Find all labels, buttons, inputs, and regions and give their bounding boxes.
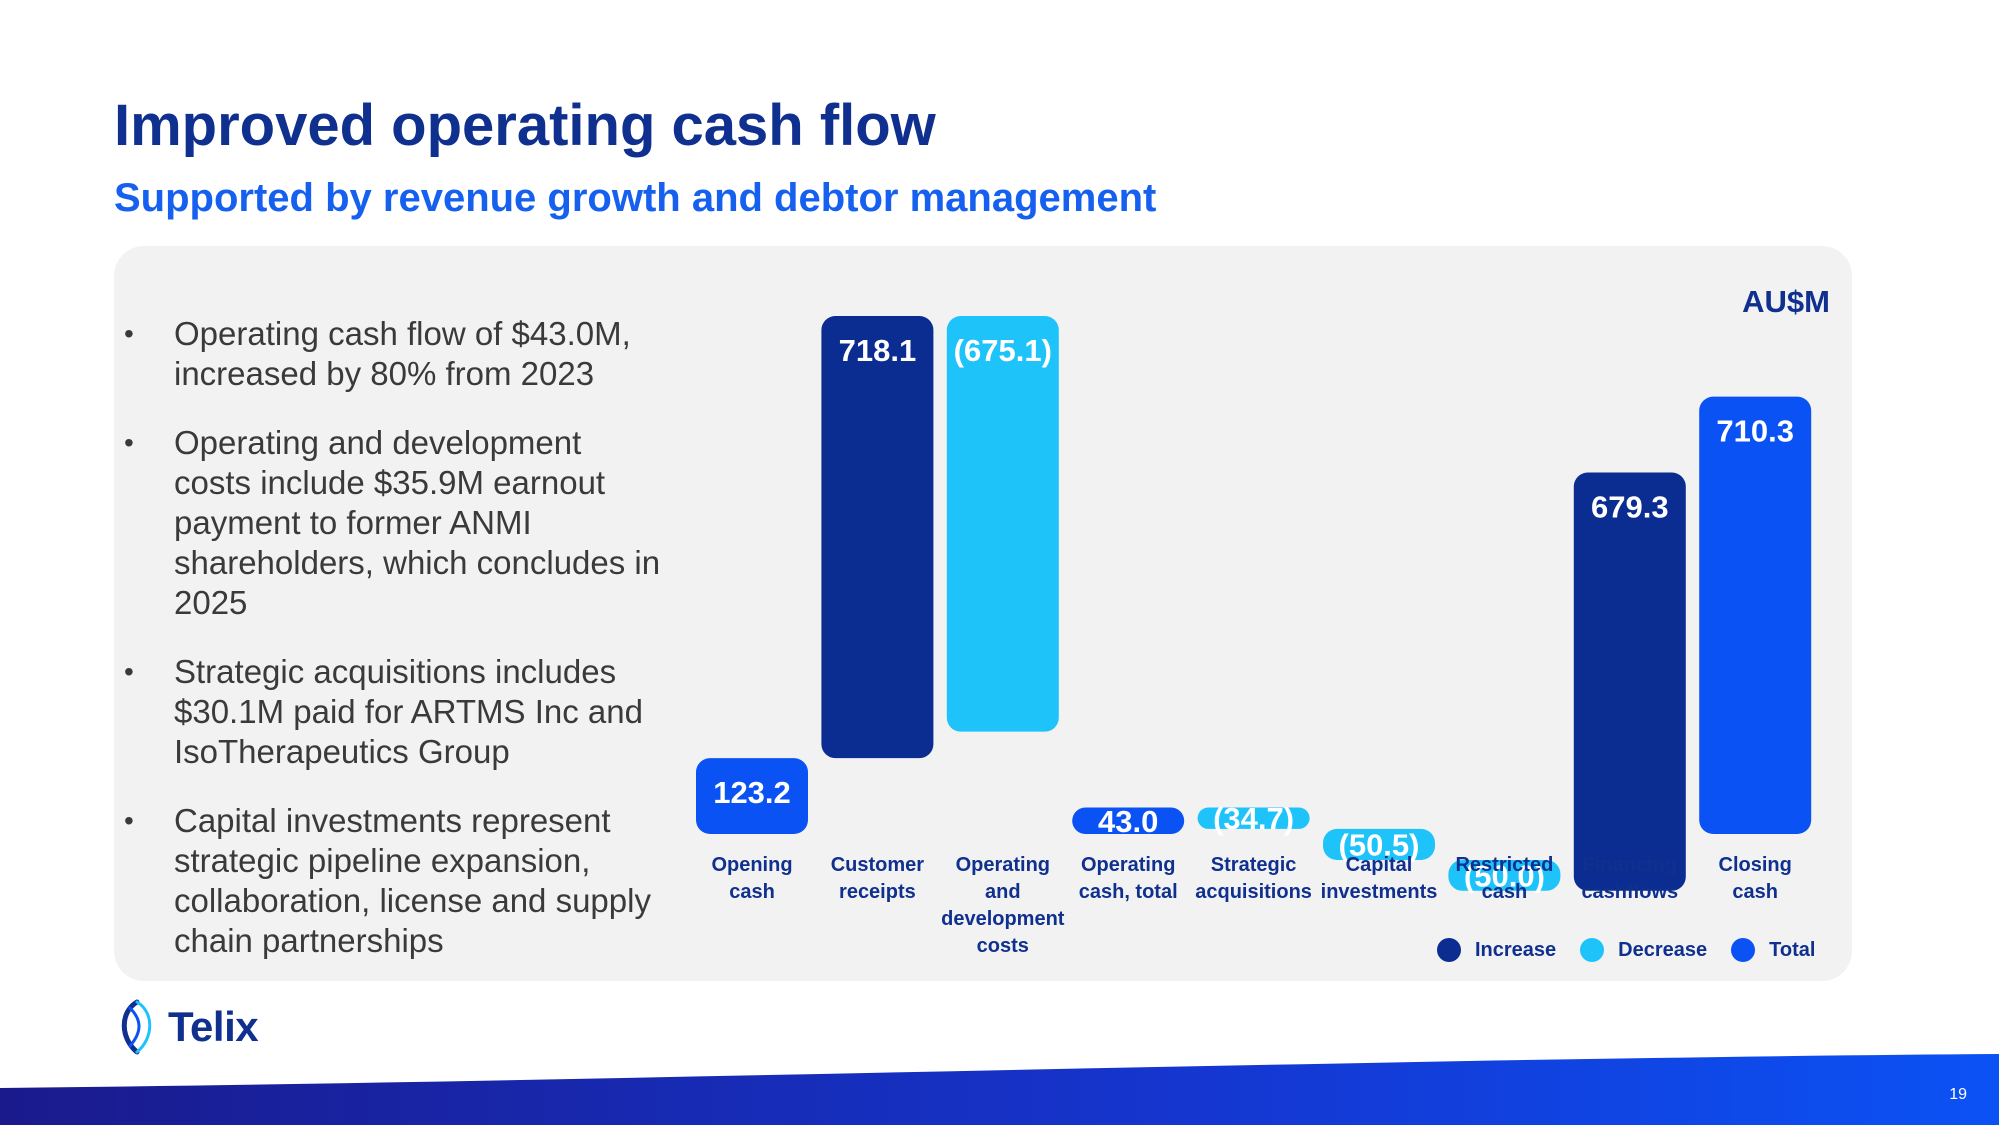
data-label-3: 43.0 — [1098, 804, 1158, 839]
bullet-dot: • — [124, 656, 134, 687]
axis-label-5: investments — [1321, 881, 1438, 903]
axis-label-0: Opening — [711, 854, 792, 876]
axis-label-1: receipts — [839, 881, 916, 903]
axis-label-3: cash, total — [1079, 881, 1178, 903]
bar-2 — [946, 316, 1059, 732]
telix-logo: Telix — [112, 998, 259, 1056]
bullet-dot: • — [124, 318, 134, 349]
axis-label-4: acquisitions — [1195, 881, 1312, 903]
bullet-text: Operating cash flow of $43.0M, increased… — [174, 315, 631, 392]
data-label-8: 710.3 — [1716, 414, 1794, 449]
axis-label-3: Operating — [1081, 854, 1175, 876]
page-subtitle: Supported by revenue growth and debtor m… — [114, 176, 1157, 220]
data-label-5: (50.5) — [1339, 827, 1420, 862]
helix-icon — [121, 999, 152, 1055]
bullet-text: Operating and development costs include … — [174, 424, 661, 621]
axis-label-6: Restricted — [1455, 854, 1553, 876]
legend-label-decrease: Decrease — [1618, 938, 1708, 961]
legend-swatch-decrease — [1580, 938, 1605, 962]
bullet-item: • Operating and development costs include… — [124, 423, 664, 623]
axis-label-2: costs — [977, 935, 1029, 957]
bullet-text: Capital investments represent strategic … — [174, 802, 651, 959]
legend-item-total: Total — [1731, 938, 1815, 962]
data-label-6: (50.0) — [1464, 858, 1545, 893]
footer-wave — [0, 1054, 1999, 1125]
legend-swatch-total — [1731, 938, 1756, 962]
bar-0 — [696, 758, 808, 834]
chart-legend: Increase Decrease Total — [1437, 938, 1815, 962]
legend-label-total: Total — [1769, 938, 1816, 961]
bar-5 — [1323, 828, 1435, 860]
axis-label-2: and — [985, 881, 1021, 903]
bullet-dot: • — [124, 427, 134, 458]
data-label-7: 679.3 — [1591, 490, 1669, 525]
legend-item-decrease: Decrease — [1580, 938, 1707, 962]
unit-label: AU$M — [1742, 284, 1830, 319]
axis-label-8: Closing — [1719, 854, 1792, 876]
bar-8 — [1699, 396, 1812, 834]
legend-item-increase: Increase — [1437, 938, 1556, 962]
page-title: Improved operating cash flow — [114, 93, 936, 158]
bullet-text: Strategic acquisitions includes $30.1M p… — [174, 653, 643, 770]
axis-label-1: Customer — [831, 854, 925, 876]
legend-swatch-increase — [1437, 938, 1461, 962]
axis-label-5: Capital — [1346, 854, 1413, 876]
data-label-0: 123.2 — [713, 775, 791, 810]
legend-label-increase: Increase — [1475, 938, 1557, 961]
data-label-2: (675.1) — [954, 333, 1052, 368]
axis-label-2: Operating — [956, 854, 1050, 876]
bar-3 — [1072, 807, 1185, 834]
bar-4 — [1197, 807, 1310, 829]
axis-label-2: development — [941, 908, 1065, 930]
axis-label-7: cashflows — [1581, 881, 1678, 903]
data-label-1: 718.1 — [839, 333, 917, 368]
bullet-list: • Operating cash flow of $43.0M, increase… — [124, 314, 664, 990]
axis-label-7: Financing — [1583, 854, 1677, 876]
bullet-item: • Capital investments represent strategic… — [124, 801, 664, 961]
axis-label-8: cash — [1732, 881, 1778, 903]
data-label-4: (34.7) — [1213, 801, 1294, 836]
bar-7 — [1573, 472, 1686, 891]
bullet-dot: • — [124, 805, 134, 836]
page-number: 19 — [1949, 1086, 1967, 1103]
bullet-item: • Operating cash flow of $43.0M, increase… — [124, 314, 664, 394]
logo-text: Telix — [168, 1003, 259, 1050]
axis-label-0: cash — [729, 881, 775, 903]
axis-label-6: cash — [1482, 881, 1528, 903]
bar-1 — [821, 316, 934, 759]
bullet-item: • Strategic acquisitions includes $30.1M … — [124, 652, 664, 772]
bar-6 — [1448, 859, 1561, 891]
axis-label-4: Strategic — [1211, 854, 1297, 876]
